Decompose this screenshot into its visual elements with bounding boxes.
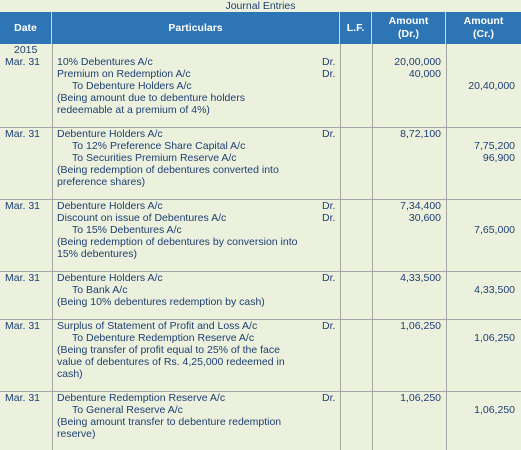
header-amount-cr: Amount (Cr.) (446, 12, 521, 44)
entry-date: Mar. 31 (5, 56, 41, 68)
account-line: Debenture Redemption Reserve A/c (57, 392, 226, 404)
journal-title: Journal Entries (225, 0, 296, 12)
entry-date: Mar. 31 (5, 320, 41, 332)
account-line: Surplus of Statement of Profit and Loss … (57, 320, 258, 332)
entry-separator (0, 199, 521, 200)
column-divider (340, 44, 341, 450)
column-divider (372, 44, 373, 450)
narration-line: value of debentures of Rs. 4,25,000 rede… (57, 356, 285, 368)
account-line: Debenture Holders A/c (57, 200, 163, 212)
dr-marker: Dr. (322, 56, 336, 68)
year-label: 2015 (14, 44, 38, 56)
amount-dr: 1,06,250 (400, 392, 441, 404)
account-line: To Bank A/c (72, 284, 128, 296)
header-lf: L.F. (340, 12, 372, 44)
entry-date: Mar. 31 (5, 200, 41, 212)
amount-dr: 4,33,500 (400, 272, 441, 284)
dr-marker: Dr. (322, 200, 336, 212)
narration-line: (Being amount due to debenture holders (57, 92, 245, 104)
amount-cr: 1,06,250 (474, 404, 515, 416)
dr-marker: Dr. (322, 392, 336, 404)
amount-dr: 40,000 (408, 68, 441, 80)
dr-marker: Dr. (322, 128, 336, 140)
entry-date: Mar. 31 (5, 392, 41, 404)
amount-dr: 8,72,100 (400, 128, 441, 140)
narration-line: (Being transfer of profit equal to 25% o… (57, 344, 280, 356)
entry-separator (0, 319, 521, 320)
narration-line: redeemable at a premium of 4%) (57, 104, 210, 116)
account-line: Discount on issue of Debentures A/c (57, 212, 227, 224)
column-divider (446, 44, 447, 450)
narration-line: preference shares) (57, 176, 146, 188)
amount-dr: 30,600 (408, 212, 441, 224)
account-line: Debenture Holders A/c (57, 272, 163, 284)
header-particulars: Particulars (52, 12, 340, 44)
entry-separator (0, 271, 521, 272)
account-line: To Securities Premium Reserve A/c (72, 152, 237, 164)
amount-cr: 20,40,000 (468, 80, 515, 92)
dr-marker: Dr. (322, 320, 336, 332)
narration-line: cash) (57, 368, 83, 380)
narration-line: reserve) (57, 428, 96, 440)
account-line: To 15% Debentures A/c (72, 224, 182, 236)
account-line: To Debenture Holders A/c (72, 80, 192, 92)
narration-line: 15% debentures) (57, 248, 137, 260)
dr-marker: Dr. (322, 212, 336, 224)
account-line: To Debenture Redemption Reserve A/c (72, 332, 255, 344)
entry-separator (0, 127, 521, 128)
amount-cr: 1,06,250 (474, 332, 515, 344)
account-line: To General Reserve A/c (72, 404, 183, 416)
narration-line: (Being 10% debentures redemption by cash… (57, 296, 265, 308)
dr-marker: Dr. (322, 272, 336, 284)
header-date: Date (0, 12, 52, 44)
amount-cr: 7,65,000 (474, 224, 515, 236)
narration-line: (Being redemption of debentures by conve… (57, 236, 298, 248)
amount-dr: 20,00,000 (394, 56, 441, 68)
narration-line: (Being redemption of debentures converte… (57, 164, 279, 176)
amount-dr: 7,34,400 (400, 200, 441, 212)
header-amount-dr: Amount (Dr.) (372, 12, 446, 44)
column-divider (52, 44, 53, 450)
dr-marker: Dr. (322, 68, 336, 80)
amount-dr: 1,06,250 (400, 320, 441, 332)
amount-cr: 7,75,200 (474, 140, 515, 152)
account-line: 10% Debentures A/c (57, 56, 153, 68)
account-line: Debenture Holders A/c (57, 128, 163, 140)
amount-cr: 96,900 (482, 152, 515, 164)
entry-date: Mar. 31 (5, 272, 41, 284)
narration-line: (Being amount transfer to debenture rede… (57, 416, 282, 428)
amount-cr: 4,33,500 (474, 284, 515, 296)
account-line: Premium on Redemption A/c (57, 68, 191, 80)
entry-date: Mar. 31 (5, 128, 41, 140)
account-line: To 12% Preference Share Capital A/c (72, 140, 246, 152)
entry-separator (0, 391, 521, 392)
